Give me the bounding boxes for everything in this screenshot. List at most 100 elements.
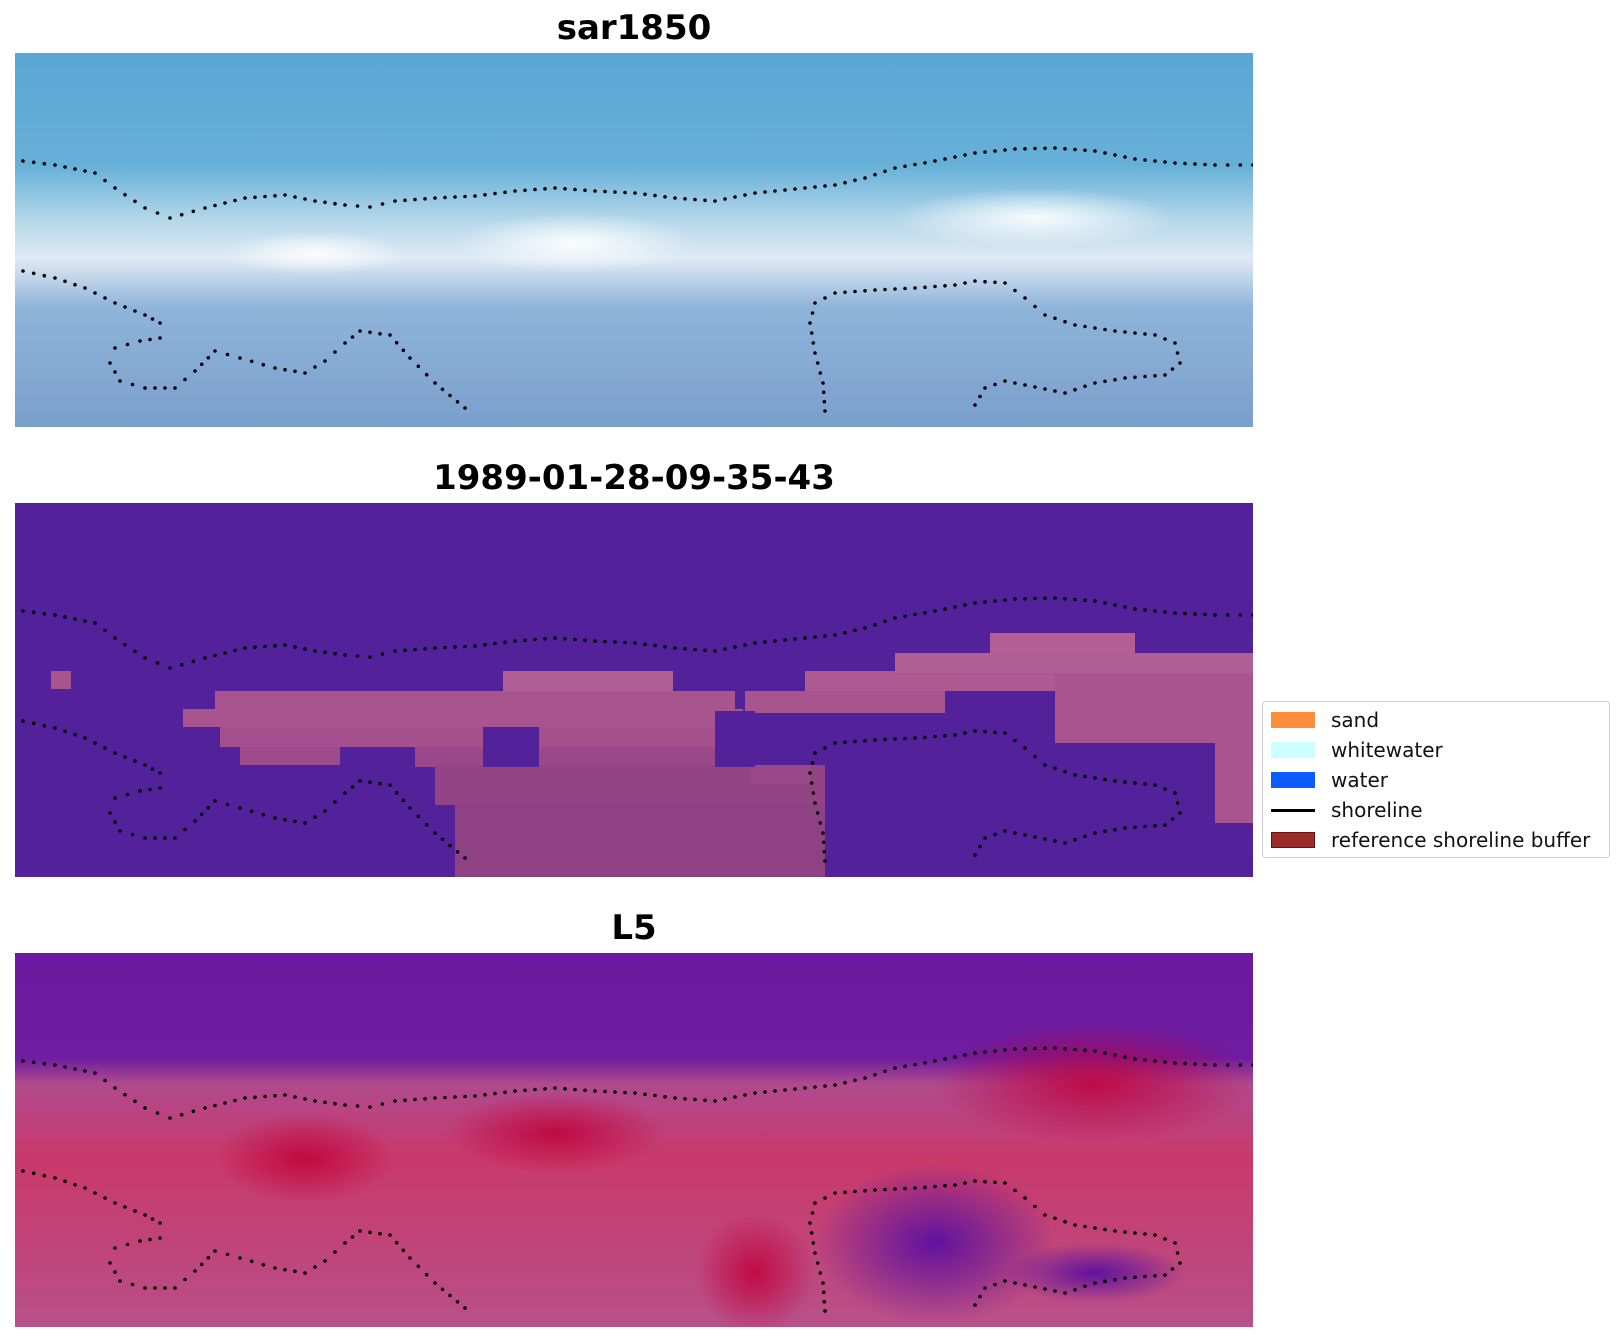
shoreline-dot: [93, 1191, 97, 1195]
shoreline-dot: [853, 1078, 857, 1083]
shoreline-dot: [31, 1171, 36, 1176]
shoreline-dot: [31, 271, 36, 276]
shoreline-dot: [1063, 769, 1067, 774]
shoreline-dot: [673, 196, 677, 200]
shoreline-dot: [293, 195, 297, 199]
shoreline-dot: [463, 1306, 467, 1310]
shoreline-dot: [833, 183, 837, 187]
shoreline-dot: [1143, 824, 1147, 829]
shoreline-dot: [963, 1181, 967, 1185]
shoreline-dot: [1113, 827, 1117, 832]
shoreline-dot: [883, 737, 887, 742]
shoreline-dot: [593, 1089, 597, 1093]
shoreline-dot: [303, 1271, 307, 1275]
shoreline-dot: [1053, 766, 1057, 771]
shoreline-dot: [1133, 825, 1137, 830]
shoreline-dot: [213, 1249, 217, 1253]
shoreline-dot: [813, 751, 817, 755]
shoreline-dot: [953, 605, 957, 609]
shoreline-dot: [808, 321, 812, 325]
shoreline-dot: [563, 637, 567, 641]
shoreline-dot: [333, 1101, 337, 1106]
shoreline-dot: [573, 637, 577, 642]
shoreline-dot: [983, 1050, 987, 1054]
shoreline-dot: [633, 1091, 637, 1095]
legend: sand whitewater water shoreline referenc…: [1262, 701, 1610, 858]
shoreline-dot: [313, 815, 317, 819]
shoreline-dot: [1033, 304, 1037, 309]
shoreline-dot: [1003, 148, 1007, 152]
shoreline-dot: [1063, 1219, 1067, 1224]
shoreline-dot: [703, 648, 707, 653]
shoreline-dot: [21, 1059, 25, 1063]
shoreline-dot: [1063, 391, 1067, 395]
shoreline-dot: [613, 190, 617, 194]
shoreline-dot: [1123, 605, 1127, 609]
shoreline-dot: [143, 206, 147, 210]
shoreline-dot: [323, 1259, 327, 1263]
shoreline-dot: [225, 352, 230, 357]
shoreline-dot: [978, 1294, 982, 1299]
shoreline-dot: [1170, 817, 1175, 821]
shoreline-dot: [973, 279, 977, 283]
shoreline-dot: [810, 761, 815, 765]
shoreline-dot: [253, 1095, 257, 1100]
shoreline-dot: [1063, 1291, 1067, 1295]
shoreline-dot: [1113, 603, 1117, 607]
shoreline-dot: [643, 1092, 647, 1097]
shoreline-dot: [833, 291, 837, 295]
shoreline-dot: [773, 189, 777, 193]
shoreline-dot: [1093, 1281, 1097, 1285]
shoreline-dot: [943, 157, 947, 161]
shoreline-dot: [823, 184, 827, 188]
shoreline-dot: [1103, 777, 1107, 782]
shoreline-dot: [233, 198, 237, 203]
shoreline-dot: [753, 1091, 757, 1095]
shoreline-dot: [793, 637, 797, 641]
shoreline-dot: [1023, 1283, 1027, 1287]
shoreline-dot: [323, 650, 327, 655]
shoreline-dot: [553, 1086, 557, 1090]
shoreline-dot: [53, 1063, 57, 1067]
shoreline-dot: [978, 394, 982, 399]
shoreline-dot: [261, 1262, 266, 1267]
shoreline-dot: [1163, 610, 1167, 614]
shoreline-dot: [1183, 611, 1187, 616]
shoreline-dot: [401, 1248, 406, 1253]
shoreline-dot: [983, 836, 987, 840]
shoreline-dot: [1003, 829, 1007, 833]
shoreline-dot: [503, 640, 507, 645]
shoreline-dot: [333, 350, 337, 354]
shoreline-dot: [238, 356, 242, 360]
shoreline-dot: [93, 621, 97, 625]
shoreline-dot: [1013, 597, 1017, 601]
shoreline-dot: [903, 164, 907, 169]
shoreline-dot: [803, 636, 807, 640]
shoreline-dot: [483, 193, 487, 197]
shoreline-dot: [818, 1271, 823, 1275]
shoreline-dot: [903, 286, 907, 291]
shoreline-dot: [31, 1060, 36, 1065]
shoreline-dot: [923, 285, 927, 290]
shoreline-dot: [1175, 801, 1180, 805]
shoreline-dot: [1073, 1223, 1077, 1227]
shoreline-dot: [753, 191, 757, 195]
shoreline-dot: [993, 1180, 997, 1185]
shoreline-dot: [355, 204, 360, 208]
shoreline-dot: [403, 198, 407, 203]
shoreline-dot: [493, 1091, 497, 1096]
shoreline-dot: [1143, 332, 1147, 336]
shoreline-dot: [843, 1080, 847, 1085]
shoreline-dot: [225, 1252, 230, 1257]
shoreline-dot: [293, 1095, 297, 1099]
shoreline-dot: [1113, 329, 1117, 333]
shoreline-dot: [388, 1233, 392, 1237]
shoreline-dot: [1013, 1047, 1017, 1051]
shoreline-dot: [1003, 1181, 1007, 1185]
shoreline-dot: [83, 1069, 87, 1073]
shoreline-dot: [1003, 598, 1007, 602]
shoreline-dot: [173, 1286, 177, 1290]
shoreline-dot: [1063, 147, 1067, 151]
shoreline-dot: [603, 189, 607, 194]
shoreline-dot: [1193, 612, 1197, 616]
